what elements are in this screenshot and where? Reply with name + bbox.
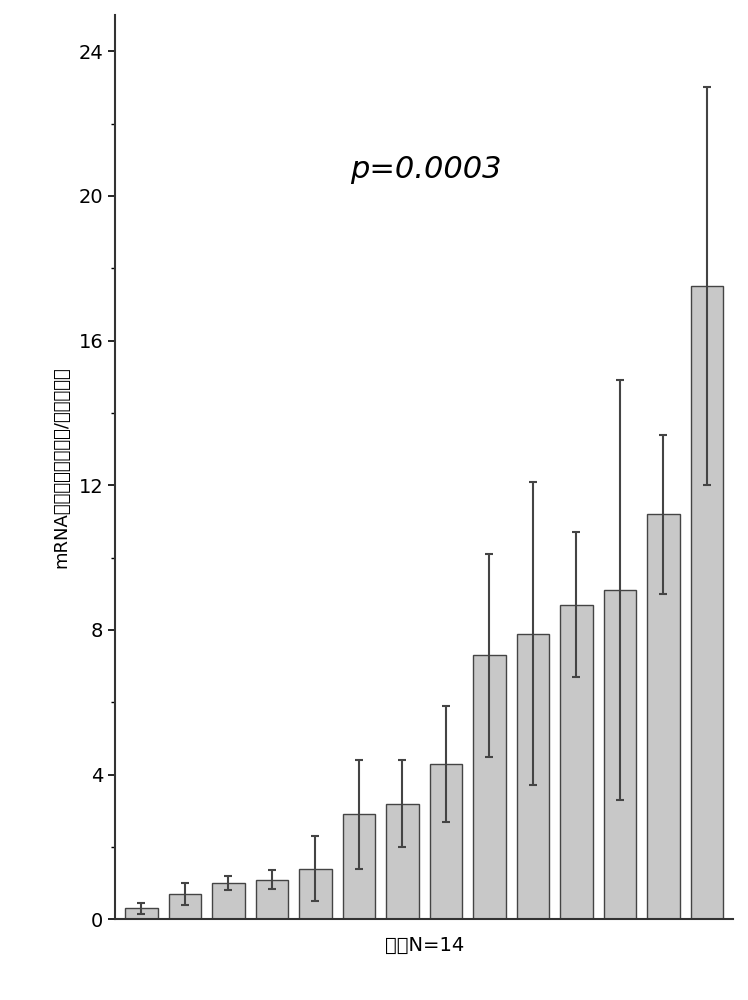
Bar — [604, 590, 637, 919]
Bar — [256, 880, 288, 919]
Bar — [560, 605, 592, 919]
Bar — [473, 655, 506, 919]
Bar — [647, 514, 680, 919]
Bar — [517, 634, 549, 919]
Bar — [299, 869, 331, 919]
Bar — [125, 908, 158, 919]
Bar — [429, 764, 462, 919]
X-axis label: 病例N=14: 病例N=14 — [384, 936, 464, 955]
Bar — [343, 814, 375, 919]
Text: p=0.0003: p=0.0003 — [350, 155, 501, 184]
Bar — [212, 883, 245, 919]
Bar — [690, 286, 723, 919]
Bar — [168, 894, 201, 919]
Bar — [386, 804, 419, 919]
Y-axis label: mRNA相对表达（癌组织/癌旁组织）: mRNA相对表达（癌组织/癌旁组织） — [52, 366, 70, 568]
